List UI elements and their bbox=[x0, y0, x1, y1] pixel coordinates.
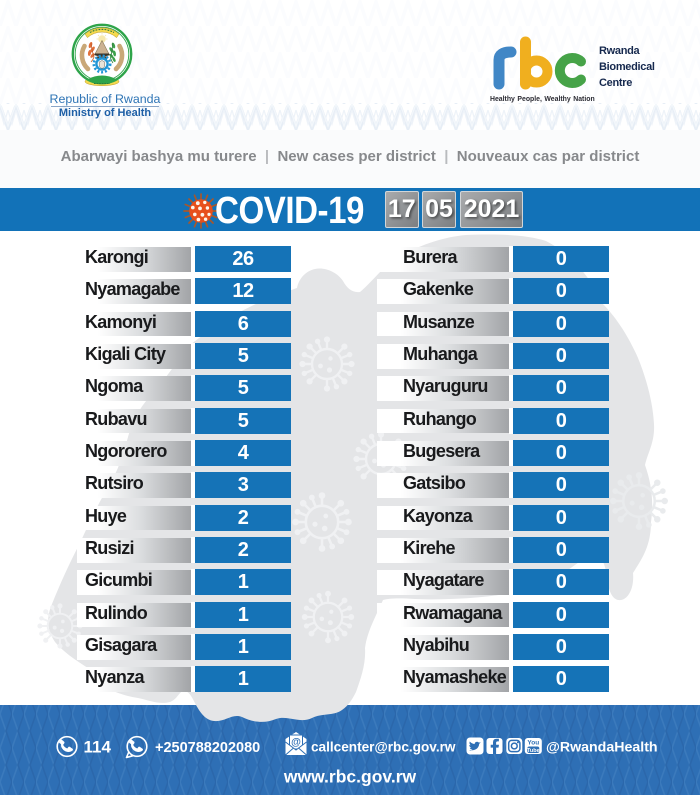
svg-text:@: @ bbox=[291, 737, 301, 748]
svg-text:Tube: Tube bbox=[527, 748, 540, 754]
svg-text:114: 114 bbox=[84, 738, 112, 757]
svg-text:www.rbc.gov.rw: www.rbc.gov.rw bbox=[283, 767, 417, 787]
svg-text:+250788202080: +250788202080 bbox=[155, 740, 260, 756]
svg-text:@RwandaHealth: @RwandaHealth bbox=[546, 740, 658, 756]
svg-text:callcenter@rbc.gov.rw: callcenter@rbc.gov.rw bbox=[311, 740, 456, 755]
svg-text:You: You bbox=[527, 740, 539, 747]
